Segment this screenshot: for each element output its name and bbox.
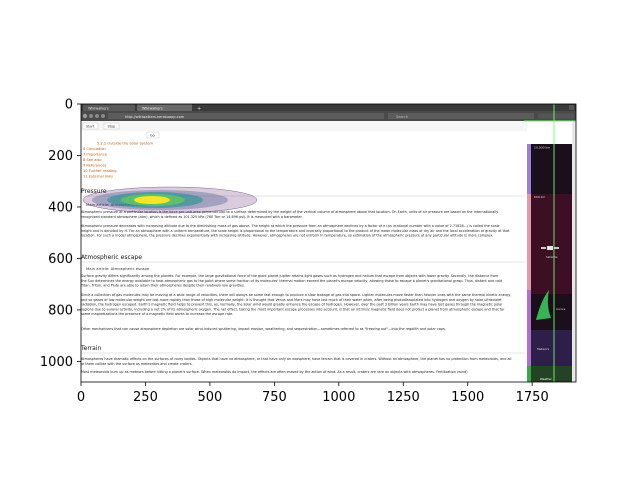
satellite-label: Satellite <box>546 255 558 259</box>
search-input[interactable] <box>388 113 534 119</box>
stop-button-label: Stop <box>108 125 116 129</box>
x-tick-label: 500 <box>197 390 222 405</box>
toc-item[interactable]: 7 Importance <box>83 153 108 157</box>
browser-tab[interactable] <box>83 104 135 112</box>
page-controls: Start Stop Go <box>81 121 527 139</box>
x-axis: 0 250 500 750 1000 1250 1500 1750 <box>77 382 549 405</box>
sidebar-panel-gradient <box>531 194 572 294</box>
x-tick-label: 250 <box>133 390 158 405</box>
section-heading: Terrain <box>80 345 102 352</box>
escape-paragraph-3: Other mechanisms that can cause atmosphe… <box>81 327 446 331</box>
browser-toolbar: http://wikiwalkers.herokuapp.com Search <box>81 111 576 121</box>
forward-icon[interactable] <box>89 114 93 118</box>
aurora-label: Aurora <box>556 307 566 311</box>
aurora-icon <box>536 290 551 320</box>
toc-item[interactable]: 9 References <box>83 164 107 168</box>
y-tick-label: 1000 <box>40 355 73 370</box>
y-tick-label: 800 <box>48 303 73 318</box>
new-tab-button[interactable]: + <box>197 106 201 112</box>
scrollbar[interactable] <box>572 121 576 382</box>
toc-item[interactable]: 10 Further reading <box>83 169 117 173</box>
axes-frame <box>80 103 577 383</box>
heatmap-contour <box>134 196 170 204</box>
sidebar-bottom-label: Weather <box>540 377 553 381</box>
terrain-paragraph-1: Atmospheres have dramatic effects on the… <box>81 357 511 366</box>
start-button[interactable] <box>82 122 99 130</box>
sidebar-mid-label: 690 km <box>534 195 545 199</box>
escape-paragraph-1: Surface gravity differs significantly am… <box>80 274 502 288</box>
toolbar-icons[interactable] <box>538 113 574 119</box>
toc-item[interactable]: 6 Circulation <box>83 147 106 151</box>
y-axis: 0 200 400 600 800 1000 <box>40 98 81 370</box>
satellite-icon <box>541 246 559 250</box>
toc-item[interactable]: 11 External links <box>83 175 113 179</box>
search-placeholder: Search <box>396 115 408 119</box>
browser-tab-label: Wikiwalkers <box>88 107 109 111</box>
screenshot-image: Wikiwalkers Wikiwalkers + http://wikiwal… <box>80 104 576 382</box>
url-bar[interactable] <box>108 113 384 119</box>
pressure-paragraph-2: Atmospheric pressure decreases with incr… <box>81 224 510 238</box>
section-heading: Atmospheric escape <box>81 254 142 261</box>
toc-item[interactable]: 5.2.2 Outside the Solar System <box>97 142 154 146</box>
go-button[interactable] <box>146 131 160 139</box>
browser-tab-active[interactable] <box>137 104 192 112</box>
stop-button[interactable] <box>103 122 120 130</box>
pressure-paragraph-1: Atmospheric pressure at a particular loc… <box>81 210 498 219</box>
meteors-label: Meteors <box>537 347 550 351</box>
atmosphere-sidebar: 10,000 km 690 km Satellite Aurora Meteor… <box>527 121 576 382</box>
article-section-escape: Atmospheric escape Main article: Atmosph… <box>80 254 525 331</box>
sidebar-panel-ground <box>531 366 572 382</box>
reload-icon[interactable] <box>95 114 99 118</box>
article-section-terrain: Terrain Atmospheres have dramatic effect… <box>80 345 525 374</box>
toc-item[interactable]: 8 See also <box>83 158 102 162</box>
escape-paragraph-2: Since a collection of gas molecules may … <box>81 293 511 316</box>
terrain-paragraph-2: Most meteoroids burn up as meteors befor… <box>81 370 468 374</box>
url-text: http://wikiwalkers.herokuapp.com <box>125 115 185 119</box>
x-tick-label: 0 <box>77 390 85 405</box>
x-tick-label: 750 <box>262 390 287 405</box>
x-tick-label: 1000 <box>322 390 355 405</box>
x-tick-label: 1750 <box>516 390 549 405</box>
browser-tab-label: Wikiwalkers <box>142 107 163 111</box>
x-tick-label: 1250 <box>387 390 420 405</box>
start-button-label: Start <box>86 125 95 129</box>
x-tick-label: 1500 <box>451 390 484 405</box>
home-icon[interactable] <box>101 114 105 118</box>
window-close-icon[interactable] <box>569 105 574 110</box>
table-of-contents: 5.2.2 Outside the Solar System 6 Circula… <box>83 142 154 179</box>
sidebar-band <box>527 194 531 290</box>
main-article-note: Main article: Atmospheric escape <box>86 266 150 271</box>
y-tick-label: 0 <box>65 98 73 113</box>
sidebar-top-label: 10,000 km <box>534 146 550 150</box>
y-tick-label: 200 <box>48 149 73 164</box>
section-heading: Pressure <box>81 188 107 195</box>
sidebar-band <box>527 290 531 366</box>
sidebar-band <box>527 366 531 382</box>
sidebar-band <box>527 144 531 194</box>
browser-tab-bar: Wikiwalkers Wikiwalkers + <box>81 104 576 112</box>
heatmap-overlay <box>82 186 258 214</box>
sidebar-panel-upper <box>531 330 572 366</box>
back-icon[interactable] <box>82 113 88 119</box>
go-button-label: Go <box>150 134 155 138</box>
y-tick-label: 600 <box>48 252 73 267</box>
y-tick-label: 400 <box>48 200 73 215</box>
